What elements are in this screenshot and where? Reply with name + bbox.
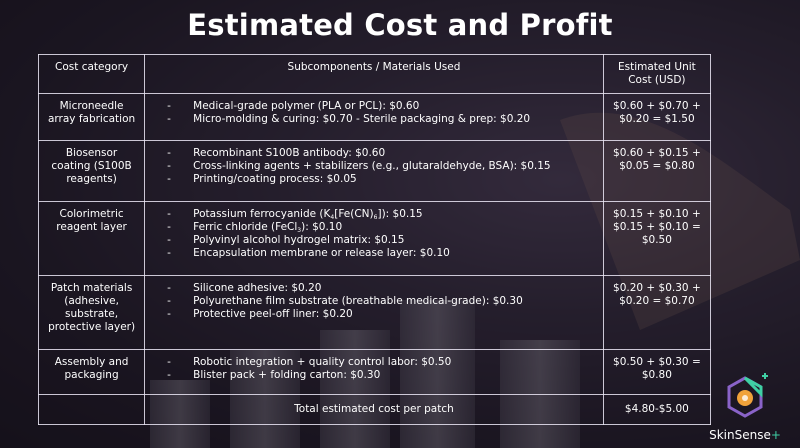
row-subcomponents: Recombinant S100B antibody: $0.60 Cross-… [144,140,604,202]
logo-name: SkinSense [709,428,771,442]
row-cost: $0.15 + $0.10 + $0.15 + $0.10 = $0.50 [602,201,712,276]
list-item: Medical-grade polymer (PLA or PCL): $0.6… [151,100,597,113]
hexagon-logo-icon [727,373,768,418]
header-subcomponents: Subcomponents / Materials Used [144,54,604,94]
row-cost: $0.60 + $0.15 + $0.05 = $0.80 [602,140,712,202]
list-item: Blister pack + folding carton: $0.30 [151,369,597,382]
row-category: Assembly and packaging [37,349,146,395]
row-cost: $0.60 + $0.70 + $0.20 = $1.50 [602,93,712,141]
row-category: Colorimetric reagent layer [37,201,146,276]
row-subcomponents: Robotic integration + quality control la… [144,349,604,395]
table-header-row: Cost category Subcomponents / Materials … [37,54,712,94]
list-item: Potassium ferrocyanide (K4[Fe(CN)6]): $0… [151,208,597,221]
list-item: Printing/coating process: $0.05 [151,173,597,186]
row-cost: $0.20 + $0.30 + $0.20 = $0.70 [602,275,712,350]
row-category: Microneedle array fabrication [37,93,146,141]
row-cost: $0.50 + $0.30 = $0.80 [602,349,712,395]
total-label: Total estimated cost per patch [144,394,604,425]
logo-text: SkinSense+ [700,428,790,442]
row-category: Patch materials (adhesive, substrate, pr… [37,275,146,350]
list-item: Encapsulation membrane or release layer:… [151,247,597,260]
table-row: Microneedle array fabrication Medical-gr… [37,93,712,141]
total-cost: $4.80-$5.00 [602,394,712,425]
header-cost-category: Cost category [37,54,146,94]
list-item: Recombinant S100B antibody: $0.60 [151,147,597,160]
list-item: Silicone adhesive: $0.20 [151,282,597,295]
list-item: Ferric chloride (FeCl3): $0.10 [151,221,597,234]
list-item: Polyvinyl alcohol hydrogel matrix: $0.15 [151,234,597,247]
list-item: Cross-linking agents + stabilizers (e.g.… [151,160,597,173]
row-subcomponents: Silicone adhesive: $0.20 Polyurethane fi… [144,275,604,350]
total-row: Total estimated cost per patch $4.80-$5.… [37,394,712,425]
table-row: Biosensor coating (S100B reagents) Recom… [37,140,712,202]
list-item: Protective peel-off liner: $0.20 [151,308,597,321]
list-item: Robotic integration + quality control la… [151,356,597,369]
row-category: Biosensor coating (S100B reagents) [37,140,146,202]
list-item: Polyurethane film substrate (breathable … [151,295,597,308]
table-row: Assembly and packaging Robotic integrati… [37,349,712,395]
row-subcomponents: Medical-grade polymer (PLA or PCL): $0.6… [144,93,604,141]
list-item: Micro-molding & curing: $0.70 - Sterile … [151,113,597,126]
table-row: Patch materials (adhesive, substrate, pr… [37,275,712,350]
skinsense-logo: SkinSense+ [700,372,790,442]
page-title: Estimated Cost and Profit [187,8,613,42]
cost-table: Cost category Subcomponents / Materials … [37,54,712,425]
row-subcomponents: Potassium ferrocyanide (K4[Fe(CN)6]): $0… [144,201,604,276]
header-unit-cost: Estimated Unit Cost (USD) [602,54,712,94]
logo-plus: + [770,428,781,442]
total-empty-cell [37,394,146,425]
table-row: Colorimetric reagent layer Potassium fer… [37,201,712,276]
